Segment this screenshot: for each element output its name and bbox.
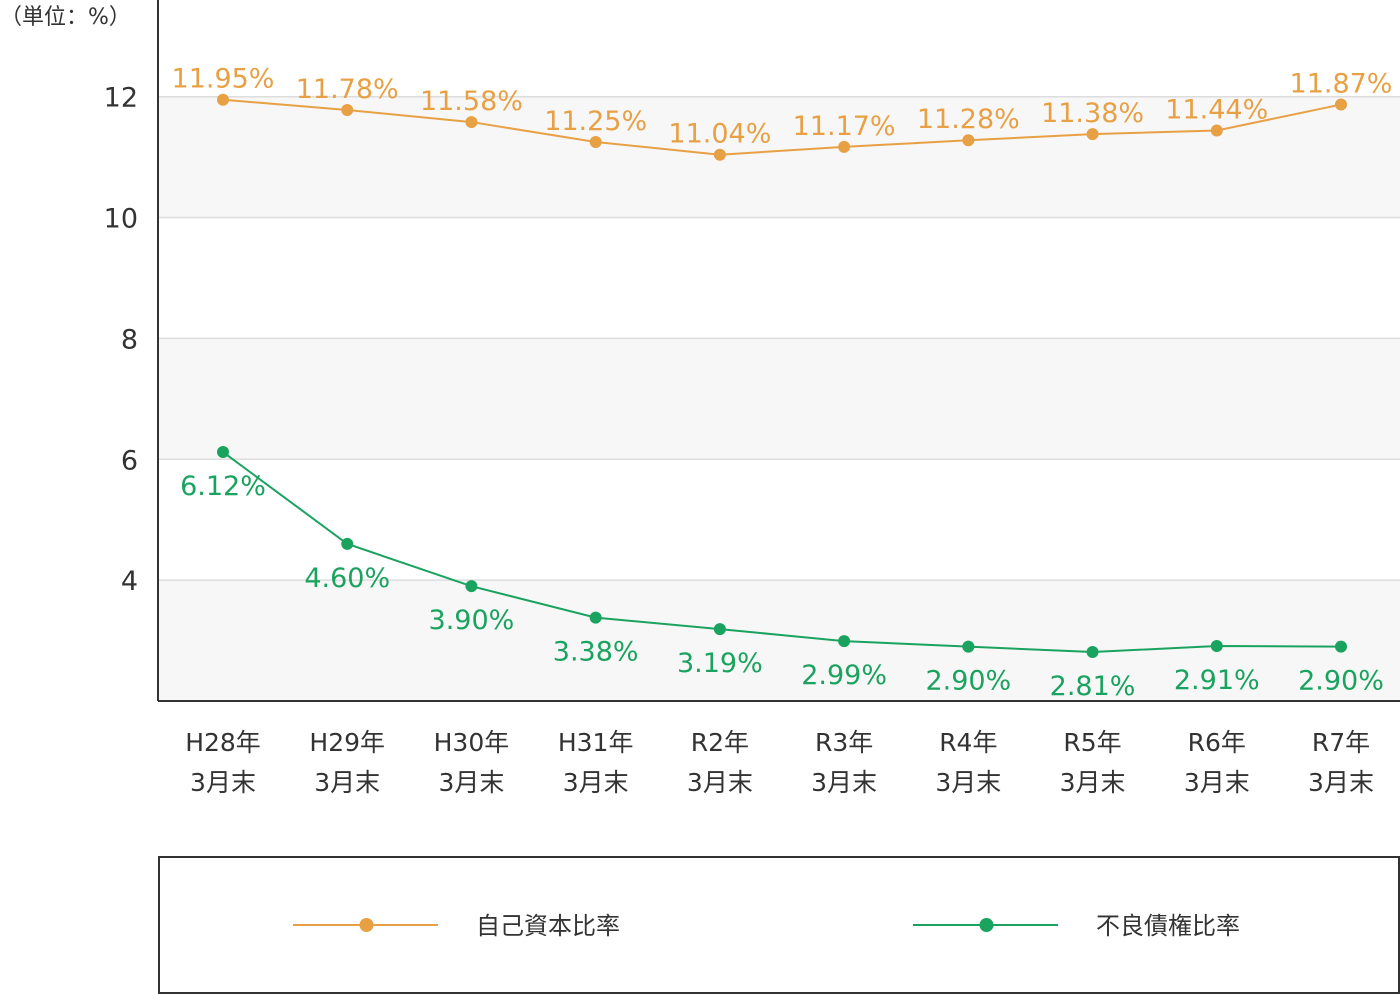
plot-band <box>158 96 1400 218</box>
data-label: 11.58% <box>420 86 523 117</box>
legend-marker <box>979 918 994 932</box>
x-tick-label: 3月末 <box>1308 768 1374 797</box>
data-label: 3.38% <box>553 637 639 668</box>
x-tick-label: 3月末 <box>1060 768 1126 797</box>
data-point <box>1210 124 1223 137</box>
x-tick-label: R5年 <box>1063 728 1121 757</box>
data-point <box>962 640 975 653</box>
x-tick-label: H29年 <box>309 728 385 757</box>
data-point <box>1335 640 1347 653</box>
data-point <box>217 446 229 459</box>
x-tick-label: 3月末 <box>190 768 256 797</box>
data-label: 2.91% <box>1174 665 1260 696</box>
data-point <box>465 580 478 593</box>
data-point <box>1086 128 1099 141</box>
legend-label: 不良債権比率 <box>1096 912 1240 940</box>
plot-background <box>158 0 1400 701</box>
data-label: 11.95% <box>172 64 275 95</box>
data-point <box>962 134 975 147</box>
data-label: 3.90% <box>429 605 515 636</box>
y-tick-label: 10 <box>104 204 138 235</box>
data-label: 2.90% <box>1298 666 1384 697</box>
x-tick-label: R3年 <box>815 728 873 757</box>
data-label: 2.90% <box>925 666 1011 697</box>
unit-label: （単位：%） <box>0 5 131 30</box>
x-tick-label: 3月末 <box>314 768 380 797</box>
x-tick-label: 3月末 <box>438 768 504 797</box>
series-line-1 <box>222 98 1342 156</box>
data-label: 11.38% <box>1041 98 1144 129</box>
data-label: 11.04% <box>668 119 771 150</box>
plot-band <box>158 0 1400 97</box>
x-tick-label: R2年 <box>691 728 749 757</box>
gridlines <box>158 95 1400 581</box>
x-tick-label: 3月末 <box>935 768 1001 797</box>
data-point <box>589 611 602 624</box>
data-label: 2.99% <box>801 660 887 691</box>
data-point <box>1335 98 1347 111</box>
x-tick-label: R7年 <box>1312 728 1370 757</box>
data-point <box>1086 646 1099 659</box>
data-label: 6.12% <box>180 471 266 502</box>
data-label: 2.81% <box>1050 671 1136 702</box>
x-tick-label: 3月末 <box>563 768 629 797</box>
y-tick-label: 4 <box>121 566 138 597</box>
y-tick-label: 8 <box>121 324 138 355</box>
plot-band <box>158 217 1400 339</box>
data-point <box>217 93 229 106</box>
data-point <box>1210 640 1223 653</box>
y-tick-label: 12 <box>104 83 138 114</box>
y-tick-label: 6 <box>121 445 138 476</box>
plot-band <box>158 459 1400 581</box>
series-layer: 11.95% 11.78% 11.58% 11.25% 11.04% 11.17% 11.2… <box>172 64 1393 702</box>
data-point <box>341 537 354 550</box>
y-tick-labels: 4 6 8 10 12 <box>104 83 138 597</box>
data-label: 4.60% <box>304 563 390 594</box>
data-label: 11.78% <box>296 74 399 105</box>
x-tick-label: 3月末 <box>1184 768 1250 797</box>
data-point <box>589 136 602 149</box>
x-tick-label: H28年 <box>185 728 261 757</box>
series-line-2 <box>222 451 1342 654</box>
data-point <box>838 140 851 153</box>
x-tick-label: R4年 <box>939 728 997 757</box>
x-tick-label: 3月末 <box>687 768 753 797</box>
data-label: 11.17% <box>793 111 896 142</box>
data-point <box>713 148 726 161</box>
x-tick-label: 3月末 <box>811 768 877 797</box>
legend: 自己資本比率 不良債権比率 <box>158 856 1400 994</box>
x-tick-label: H30年 <box>434 728 510 757</box>
data-label: 3.19% <box>677 648 763 679</box>
data-label: 11.87% <box>1290 69 1393 100</box>
data-point <box>465 116 478 129</box>
data-point <box>341 103 354 116</box>
legend-label: 自己資本比率 <box>476 912 620 940</box>
plot-band <box>158 338 1400 460</box>
data-point <box>838 635 851 648</box>
data-label: 11.25% <box>544 106 647 137</box>
data-label: 11.28% <box>917 104 1020 135</box>
x-tick-labels: H28年 3月末 H29年 3月末 H30年 3月末 H31年 3月末 R2年 3月末 R3年 3月末… <box>185 728 1374 797</box>
x-tick-label: R6年 <box>1188 728 1246 757</box>
data-point <box>713 623 726 636</box>
x-tick-label: H31年 <box>558 728 634 757</box>
legend-marker <box>359 918 374 932</box>
data-label: 11.44% <box>1165 95 1268 126</box>
plot-band <box>158 580 1400 701</box>
